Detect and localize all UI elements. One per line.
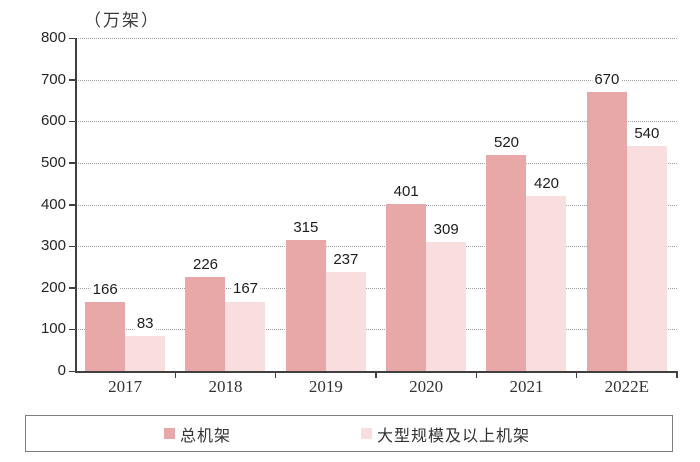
x-tick-label: 2020 — [409, 377, 444, 396]
y-tick-label: 600 — [40, 112, 66, 130]
y-tick-label: 300 — [40, 237, 66, 255]
y-tick-mark — [69, 287, 75, 289]
x-axis-line — [75, 371, 678, 373]
y-tick-mark — [69, 204, 75, 206]
y-tick-label: 800 — [40, 29, 66, 46]
value-label: 670 — [592, 71, 622, 89]
gridline — [75, 204, 677, 206]
gridline — [75, 79, 677, 81]
bar-series-2 — [325, 272, 366, 371]
x-tick-mark — [375, 372, 377, 378]
y-tick-label: 700 — [40, 70, 66, 88]
x-tick-mark — [475, 372, 478, 378]
y-tick-label: 0 — [57, 362, 66, 379]
y-tick-label: 100 — [40, 320, 66, 338]
bar-series-2 — [526, 196, 567, 371]
x-tick-label: 2017 — [108, 377, 143, 396]
legend-label: 大型规模及以上机架 — [377, 425, 531, 445]
x-tick-label: 2018 — [208, 377, 243, 396]
bar-series-1 — [486, 154, 527, 371]
y-tick-mark — [69, 37, 75, 39]
legend-swatch — [361, 428, 373, 439]
bar-group — [276, 38, 376, 371]
value-label: 420 — [531, 175, 562, 193]
legend-label: 总机架 — [180, 425, 232, 445]
value-label: 401 — [391, 183, 421, 201]
value-label: 167 — [230, 280, 261, 298]
x-tick-mark — [676, 372, 678, 378]
y-tick-mark — [69, 162, 75, 164]
x-tick-mark — [575, 372, 578, 378]
bar-series-1 — [185, 276, 226, 371]
y-tick-mark — [69, 79, 75, 81]
bar-group — [175, 38, 275, 371]
y-tick-mark — [69, 245, 75, 248]
x-tick-label: 2022E — [604, 377, 650, 396]
y-tick-label: 500 — [40, 153, 66, 171]
gridline — [75, 121, 677, 123]
value-label: 309 — [431, 221, 461, 239]
gridline — [75, 329, 677, 331]
y-axis-line — [75, 38, 77, 372]
value-label: 83 — [134, 315, 156, 333]
y-tick-label: 400 — [40, 195, 66, 213]
x-tick-label: 2021 — [509, 377, 544, 396]
value-label: 520 — [491, 133, 522, 151]
gridline — [75, 246, 677, 248]
legend: 总机架 大型规模及以上机架 — [25, 415, 673, 452]
x-tick-mark — [274, 372, 277, 378]
bar-series-2 — [426, 242, 467, 371]
bar-group — [376, 38, 476, 371]
bar-series-1 — [285, 239, 326, 371]
y-tick-mark — [69, 120, 75, 123]
value-label: 166 — [90, 280, 120, 298]
bar-series-2 — [626, 146, 667, 371]
bar-series-2 — [125, 336, 166, 371]
y-tick-label: 200 — [40, 278, 66, 296]
x-tick-label: 2019 — [308, 377, 343, 396]
x-tick-mark — [174, 372, 177, 378]
y-tick-mark — [69, 370, 75, 372]
gridline — [75, 38, 677, 39]
value-label: 237 — [331, 251, 361, 269]
legend-item: 总机架 — [164, 422, 231, 446]
bar-group — [476, 38, 576, 371]
y-tick-mark — [69, 328, 75, 331]
bar-series-1 — [586, 92, 627, 371]
value-label: 540 — [632, 125, 662, 143]
gridline — [75, 287, 677, 289]
legend-swatch — [164, 428, 175, 439]
legend-item: 大型规模及以上机架 — [361, 422, 530, 446]
gridline — [75, 162, 677, 164]
bar-group — [577, 38, 677, 371]
bar-series-2 — [225, 301, 266, 371]
bar-series-1 — [386, 204, 427, 371]
bar-group — [75, 38, 175, 371]
value-label: 226 — [190, 255, 221, 273]
bar-series-1 — [85, 301, 126, 371]
value-label: 315 — [291, 218, 321, 236]
y-axis-unit-label: （万架） — [84, 11, 160, 31]
